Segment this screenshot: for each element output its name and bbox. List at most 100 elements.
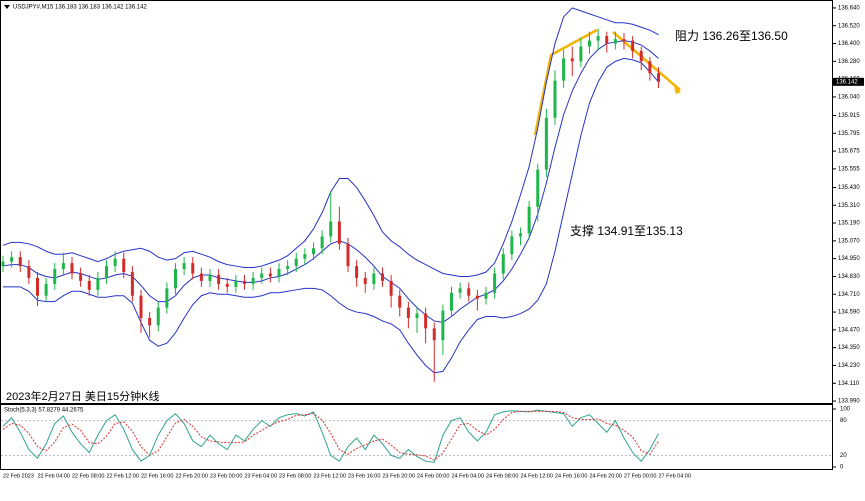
candle-body	[467, 288, 471, 296]
y-tick-label: 100	[840, 407, 851, 413]
x-tick-label: 23 Feb 20:00	[383, 473, 415, 479]
candle-body	[381, 273, 384, 281]
candle-body	[320, 236, 324, 249]
candle-body	[286, 266, 290, 270]
candle-body	[225, 283, 229, 287]
candle-body	[18, 257, 22, 267]
candle-body	[657, 73, 660, 82]
symbol-menu-icon[interactable]	[4, 5, 10, 9]
candle-body	[406, 307, 410, 318]
candle-body	[441, 310, 445, 341]
x-tick-label: 27 Feb 00:00	[624, 473, 656, 479]
y-tick-label: 0	[840, 465, 844, 471]
candle-body	[199, 273, 203, 281]
candle-body	[605, 36, 609, 44]
candle-body	[458, 288, 462, 293]
y-tick-label: 135.675	[838, 149, 860, 155]
candle-body	[36, 277, 39, 296]
candle-body	[329, 221, 333, 237]
support-trendline	[533, 28, 598, 136]
y-tick-label: 133.990	[838, 399, 860, 405]
y-tick-label: 135.915	[838, 113, 860, 119]
symbol-header: USDJPY#,M15 136.183 136.183 136.142 136.…	[13, 5, 147, 11]
y-tick-label: 134.470	[838, 327, 860, 333]
y-tick-label: 134.350	[838, 345, 860, 351]
candle-body	[648, 61, 652, 74]
candle-body	[337, 221, 341, 244]
y-tick-label: 136.400	[838, 41, 860, 47]
candle-body	[165, 288, 169, 308]
candle-body	[493, 273, 497, 293]
candle-body	[579, 46, 583, 62]
candle-body	[363, 277, 367, 284]
x-tick-label: 24 Feb 20:00	[590, 473, 622, 479]
candle-body	[191, 263, 195, 274]
candle-body	[156, 307, 160, 326]
chart-title: 2023年2月27日 美日15分钟K线	[6, 389, 159, 403]
candle-body	[536, 169, 540, 207]
candle-body	[631, 40, 635, 51]
x-tick-label: 22 Feb 08:00	[72, 473, 104, 479]
price-frame	[0, 0, 833, 404]
candle-body	[355, 266, 359, 278]
candle-body	[519, 233, 522, 237]
bollinger-middle	[2, 40, 659, 323]
arrow-head	[674, 87, 681, 94]
y-tick-label: 134.710	[838, 292, 860, 298]
candle-body	[148, 317, 152, 326]
candle-body	[424, 313, 428, 329]
y-tick-label: 135.190	[838, 221, 860, 227]
candle-body	[234, 280, 238, 287]
y-tick-label: 136.280	[838, 59, 860, 65]
last-price-label: 136.142	[836, 79, 858, 85]
candle-body	[312, 248, 315, 255]
candle-body	[303, 254, 307, 259]
candle-body	[96, 277, 100, 290]
candle-body	[544, 117, 548, 170]
candle-body	[174, 269, 177, 289]
candle-body	[53, 269, 57, 284]
candle-body	[415, 313, 419, 318]
y-tick-label: 134.230	[838, 363, 860, 369]
y-tick-label: 135.430	[838, 185, 860, 191]
y-tick-label: 134.110	[838, 381, 860, 387]
resistance-annotation: 阻力 136.26至136.50	[675, 29, 788, 43]
candle-body	[553, 80, 557, 118]
candle-body	[372, 273, 376, 284]
candle-body	[10, 257, 14, 262]
x-tick-label: 22 Feb 12:00	[107, 473, 139, 479]
candle-body	[588, 40, 591, 47]
candle-body	[639, 50, 643, 62]
x-tick-label: 22 Feb 04:00	[38, 473, 70, 479]
candle-body	[432, 328, 436, 341]
x-tick-label: 23 Feb 08:00	[279, 473, 311, 479]
y-tick-label: 136.520	[838, 23, 860, 29]
candle-body	[596, 36, 600, 41]
x-tick-label: 23 Feb 16:00	[348, 473, 380, 479]
candle-body	[501, 254, 505, 274]
candle-body	[1, 261, 5, 267]
candle-body	[243, 280, 246, 284]
candle-body	[484, 292, 488, 299]
candle-body	[87, 280, 91, 290]
x-tick-label: 27 Feb 04:00	[659, 473, 691, 479]
y-tick-label: 135.070	[838, 238, 860, 244]
candle-body	[398, 295, 402, 308]
y-tick-label: 80	[840, 418, 847, 424]
x-tick-label: 23 Feb 00:00	[210, 473, 242, 479]
candle-body	[622, 39, 626, 41]
candle-body	[122, 258, 126, 273]
candle-body	[389, 280, 393, 296]
candle-body	[105, 266, 108, 278]
support-annotation: 支撑 134.91至135.13	[570, 223, 683, 238]
candle-body	[294, 258, 298, 267]
stoch-line	[2, 409, 659, 463]
y-tick-label: 134.590	[838, 310, 860, 316]
candle-body	[268, 273, 272, 277]
candle-body	[562, 58, 566, 81]
stoch-line	[2, 410, 659, 461]
candle-body	[217, 274, 221, 284]
candle-body	[70, 263, 74, 274]
candle-body	[182, 263, 186, 270]
y-tick-label: 136.040	[838, 95, 860, 101]
